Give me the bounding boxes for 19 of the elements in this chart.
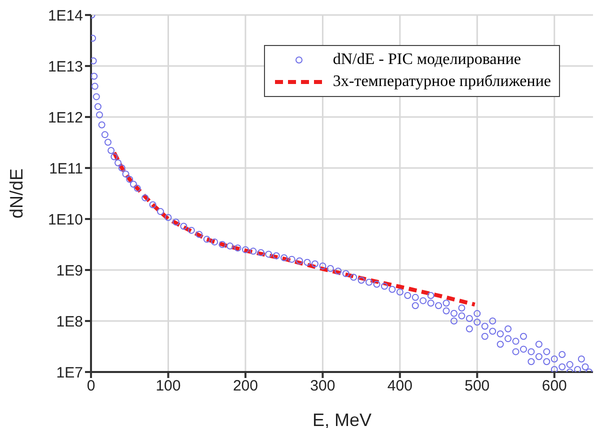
x-tick-label: 200 [232,378,258,395]
y-tick-label: 1E14 [48,7,83,24]
x-tick-label: 300 [310,378,336,395]
y-tick-label: 1E12 [48,109,83,126]
x-tick-label: 500 [464,378,490,395]
y-tick-label: 1E10 [48,211,83,228]
y-tick-label: 1E8 [56,313,83,330]
y-axis-title: dN/dE [6,168,26,219]
x-tick-label: 0 [86,378,96,395]
legend-label: 3х-температурное приближение [332,72,551,92]
x-tick-label: 100 [156,378,181,395]
y-tick-label: 1E13 [48,58,83,76]
legend-label: dN/dE - PIC моделирование [332,50,521,70]
x-axis-title: E, MeV [312,410,372,428]
y-tick-label: 1E11 [49,160,83,178]
y-tick-label: 1E9 [56,262,83,280]
x-tick-label: 400 [387,378,412,395]
x-tick-label: 600 [542,378,567,395]
y-tick-label: 1E7 [56,364,83,382]
